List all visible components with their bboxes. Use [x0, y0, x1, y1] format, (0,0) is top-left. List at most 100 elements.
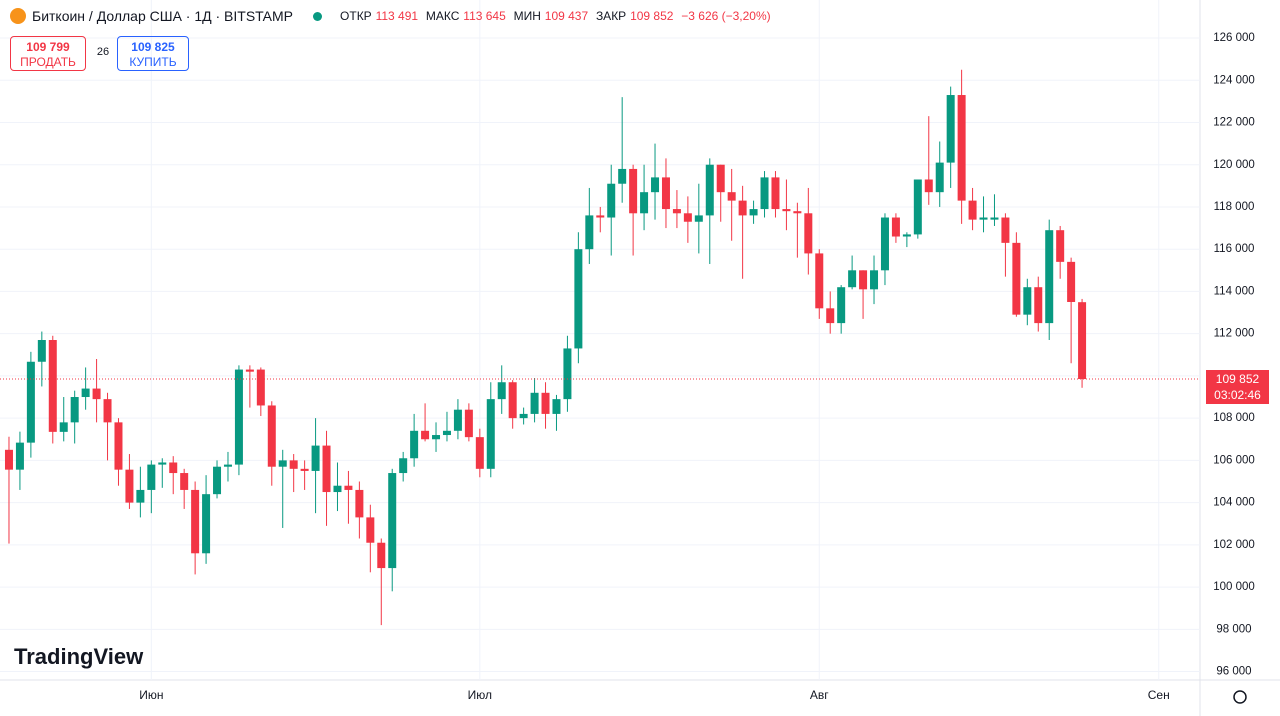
candle-body: [979, 217, 988, 220]
candle-body: [191, 489, 200, 554]
candle-body: [596, 215, 605, 218]
candle-body: [169, 462, 178, 474]
candle-body: [15, 442, 24, 470]
legend-header: Биткоин / Доллар США · 1Д · BITSTAMP ОТК…: [10, 8, 771, 24]
candle-body: [727, 192, 736, 201]
coin-icon: [10, 8, 26, 24]
sell-label: ПРОДАТЬ: [20, 55, 76, 69]
candle-body: [629, 168, 638, 214]
candle-body: [180, 473, 189, 490]
candle-body: [837, 287, 846, 324]
ohlc-label: ЗАКР: [595, 9, 627, 23]
ohlc-value: 113 645: [463, 9, 506, 23]
x-tick-label: Июн: [139, 688, 163, 702]
candle-body: [366, 517, 375, 543]
candle-body: [508, 382, 517, 419]
candle-body: [651, 177, 660, 193]
candle-body: [1023, 287, 1032, 315]
y-tick-label: 104 000: [1213, 497, 1255, 509]
candle-body: [410, 430, 419, 459]
x-tick-label: Сен: [1148, 688, 1170, 702]
candle-body: [213, 466, 222, 495]
y-tick-label: 120 000: [1213, 159, 1255, 171]
candle-body: [4, 449, 13, 470]
candle-body: [607, 183, 616, 218]
candle-body: [1045, 230, 1054, 324]
candle-body: [563, 348, 572, 400]
candle-body: [453, 409, 462, 431]
candle-body: [136, 489, 145, 503]
candle-body: [37, 340, 46, 362]
candle-body: [1012, 242, 1021, 315]
candle-body: [1001, 217, 1010, 243]
candle-body: [804, 213, 813, 254]
sell-price: 109 799: [26, 40, 70, 54]
candle-body: [672, 209, 681, 214]
spread: 26: [96, 46, 110, 58]
candle-body: [1056, 230, 1065, 262]
candle-body: [519, 413, 528, 419]
y-tick-label: 126 000: [1213, 32, 1255, 44]
candle-body: [48, 340, 57, 432]
candle-body: [234, 369, 243, 465]
candle-body: [497, 382, 506, 400]
settings-icon[interactable]: [1233, 690, 1247, 704]
candle-body: [1067, 261, 1076, 302]
candle-body: [826, 308, 835, 324]
ohlc-label: МАКС: [425, 9, 460, 23]
candle-body: [388, 473, 397, 569]
candle-body: [322, 445, 331, 493]
y-tick-label: 112 000: [1214, 328, 1255, 340]
candle-body: [683, 213, 692, 222]
y-tick-label: 124 000: [1213, 74, 1255, 86]
candle-body: [486, 399, 495, 469]
y-tick-label: 118 000: [1214, 201, 1255, 213]
y-tick-label: 108 000: [1213, 412, 1255, 424]
candle-body: [81, 388, 90, 398]
candle-body: [421, 430, 430, 440]
y-tick-label: 114 000: [1214, 285, 1255, 297]
candle-body: [716, 164, 725, 193]
candle-body: [924, 179, 933, 193]
candle-body: [300, 468, 309, 471]
ohlc-value: 109 852: [630, 9, 674, 23]
buy-label: КУПИТЬ: [129, 55, 177, 69]
price-tag-countdown: 03:02:46: [1214, 388, 1261, 402]
candle-body: [278, 460, 287, 467]
y-tick-label: 106 000: [1213, 454, 1255, 466]
candle-body: [344, 485, 353, 490]
ohlc-value: 109 437: [544, 9, 589, 23]
candle-body: [377, 542, 386, 569]
candle-body: [59, 422, 68, 432]
candle-body: [125, 469, 134, 503]
sell-button[interactable]: 109 799 ПРОДАТЬ: [10, 36, 86, 71]
status-dot: [313, 11, 323, 21]
candle-body: [552, 399, 561, 414]
candle-body: [26, 361, 35, 443]
candle-body: [475, 437, 484, 469]
candle-body: [990, 217, 999, 220]
candle-body: [92, 388, 101, 400]
candle-body: [705, 164, 714, 216]
candle-body: [782, 209, 791, 212]
logo: TradingView: [14, 644, 144, 669]
candle-body: [158, 462, 167, 465]
candle-body: [1078, 302, 1087, 380]
ohlc-label: МИН: [513, 9, 541, 23]
candle-body: [267, 405, 276, 467]
candle-body: [442, 430, 451, 436]
candle-body: [640, 192, 649, 214]
candle-body: [574, 249, 583, 349]
y-tick-label: 102 000: [1213, 539, 1255, 551]
x-tick-label: Авг: [810, 688, 829, 702]
candle-body: [859, 270, 868, 290]
candle-body: [771, 177, 780, 210]
price-tag: 109 852 03:02:46: [1206, 370, 1269, 404]
buy-button[interactable]: 109 825 КУПИТЬ: [117, 36, 189, 71]
candle-body: [147, 464, 156, 490]
candle-body: [585, 215, 594, 250]
price-tag-price: 109 852: [1215, 372, 1260, 386]
candle-body: [968, 200, 977, 220]
